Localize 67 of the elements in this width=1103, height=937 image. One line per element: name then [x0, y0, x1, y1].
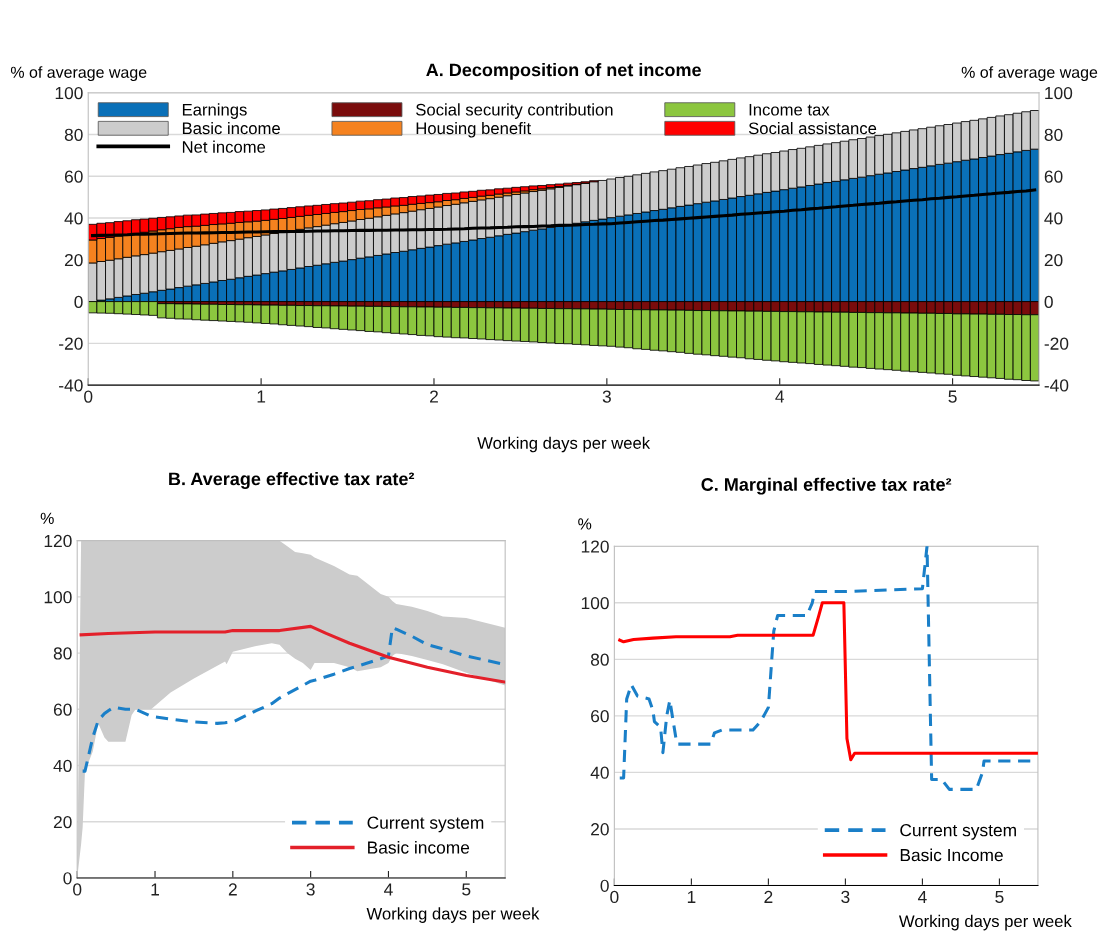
y-axis-title: %: [578, 518, 592, 530]
legend-label: Income tax: [749, 103, 830, 116]
x-axis-title: Working days per week: [898, 914, 1072, 931]
x-tick-label: 2: [228, 883, 237, 896]
y2-tick-label: -40: [1044, 379, 1069, 392]
y-tick-label: 100: [581, 596, 609, 610]
y-tick-label: 60: [64, 170, 83, 183]
legend-label: Basic income: [368, 840, 470, 854]
x-axis-title: Working days per week: [477, 436, 651, 453]
y-tick-label: 40: [53, 759, 72, 772]
x-tick-label: 4: [775, 390, 785, 403]
y2-tick-label: 60: [1044, 170, 1063, 183]
y-tick-label: 100: [44, 591, 72, 604]
legend-label: Social security contribution: [416, 103, 613, 119]
x-tick-label: 1: [687, 890, 696, 903]
y2-tick-label: 0: [1044, 295, 1053, 309]
y-axis-title: % of average wage: [10, 66, 147, 82]
x-tick-label: 2: [764, 890, 773, 903]
x-tick-label: 4: [917, 890, 927, 903]
chart-title: C. Marginal effective tax rate²: [701, 477, 952, 495]
legend-label: Basic Income: [900, 848, 1003, 862]
legend-label: Current system: [367, 816, 484, 833]
x-tick-label: 1: [257, 390, 266, 403]
x-tick-label: 5: [995, 890, 1004, 904]
y-tick-label: 20: [591, 823, 609, 836]
y-tick-label: 80: [53, 647, 72, 660]
y-tick-label: 80: [590, 653, 609, 666]
y2-tick-label: -20: [1044, 337, 1069, 350]
x-tick-label: 0: [610, 890, 619, 904]
y-tick-label: 0: [74, 295, 83, 309]
y2-tick-label: 100: [1045, 86, 1073, 100]
y-tick-label: 120: [44, 534, 72, 548]
x-tick-label: 0: [84, 390, 93, 403]
x-tick-label: 4: [384, 883, 393, 896]
legend-label: Current system: [900, 824, 1016, 840]
legend-label: Basic income: [182, 121, 280, 135]
x-tick-label: 3: [841, 890, 850, 904]
y-tick-label: 20: [53, 815, 72, 829]
y-tick-label: 60: [53, 703, 72, 716]
x-tick-label: 5: [462, 883, 471, 896]
legend-label: Social assistance: [748, 121, 877, 135]
y-tick-label: 20: [64, 253, 83, 267]
y-tick-label: 0: [63, 872, 72, 885]
legend-label: Net income: [182, 140, 266, 153]
x-axis-title: Working days per week: [366, 907, 540, 923]
y-axis-title: %: [40, 512, 54, 524]
x-tick-label: 3: [602, 390, 611, 403]
x-tick-label: 5: [948, 390, 957, 403]
y-tick-label: -40: [59, 379, 83, 392]
y2-tick-label: 20: [1044, 253, 1063, 267]
y-tick-label: 40: [590, 766, 609, 779]
y-tick-label: 100: [55, 86, 83, 100]
y2-tick-label: 40: [1044, 212, 1063, 225]
y-tick-label: -20: [59, 337, 83, 350]
y-tick-label: 60: [591, 710, 609, 723]
y-tick-label: 40: [64, 212, 83, 225]
y2-tick-label: 80: [1044, 128, 1063, 141]
y-tick-label: 80: [64, 128, 83, 141]
legend-label: Housing benefit: [416, 121, 531, 138]
chart-title: A. Decomposition of net income: [426, 63, 701, 80]
y-tick-label: 120: [581, 540, 609, 553]
legend-label: Earnings: [182, 103, 247, 119]
x-tick-label: 3: [306, 883, 315, 896]
x-tick-label: 2: [430, 390, 438, 403]
x-tick-label: 1: [151, 883, 159, 896]
y2-axis-title: % of average wage: [961, 66, 1098, 82]
chart-title: B. Average effective tax rate²: [169, 472, 415, 489]
